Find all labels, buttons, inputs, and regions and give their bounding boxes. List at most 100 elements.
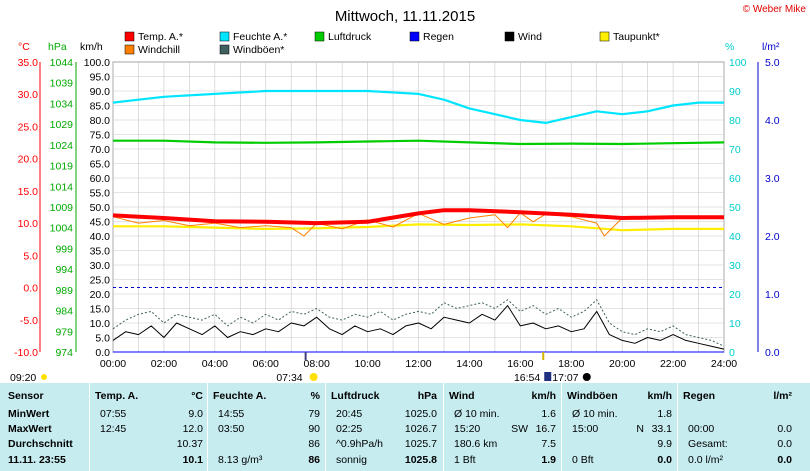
table-cell-value: 0.0 [777, 438, 792, 450]
table-cell-value: 86 [308, 454, 320, 466]
humidity-tick-label: 50 [729, 202, 741, 214]
wind-tick-label: 50.0 [90, 202, 111, 214]
temp-tick-label: 15.0 [18, 186, 39, 198]
time-tick-label: 24:00 [711, 358, 737, 370]
table-col-header: Wind [449, 390, 475, 402]
table-cell-value: 9.9 [657, 438, 672, 450]
table-col-unit: l/m² [773, 390, 792, 402]
table-col-unit: km/h [531, 390, 556, 402]
humidity-tick-label: 30 [729, 260, 741, 272]
dewpoint-line [113, 223, 724, 232]
time-tick-label: 18:00 [558, 358, 584, 370]
table-header-sensor: Sensor [8, 390, 44, 402]
updated-time: 09:20 [10, 372, 36, 383]
table-cell-value: 0.0 [657, 454, 672, 466]
table-cell-time: Ø 10 min. [454, 408, 500, 420]
wind-tick-label: 30.0 [90, 260, 111, 272]
table-row-label: 11.11. 23:55 [8, 454, 66, 466]
pressure-tick-label: 999 [55, 243, 73, 255]
table-cell-time: 12:45 [100, 423, 127, 435]
sunset-time: 16:54 [514, 372, 540, 383]
humidity-tick-label: 80 [729, 115, 741, 127]
temp-tick-label: 35.0 [18, 57, 39, 69]
wind-tick-label: 5.0 [95, 333, 110, 345]
temp-axis-unit: °C [18, 41, 30, 53]
pressure-line [113, 139, 725, 146]
weather-chart: Mittwoch, 11.11.2015 © Weber Mike Temp. A.… [10, 4, 806, 383]
table-divider [207, 383, 208, 471]
temp-tick-label: -5.0 [20, 315, 38, 327]
wind-tick-label: 90.0 [90, 86, 111, 98]
table-cell-time: 8.13 g/m³ [218, 454, 263, 466]
pressure-tick-label: 979 [55, 326, 73, 338]
table-cell-value: 1025.7 [404, 438, 437, 450]
time-tick-label: 04:00 [202, 358, 228, 370]
table-divider [443, 383, 444, 471]
table-cell-value: 9.0 [188, 408, 203, 420]
table-cell-value: 16.7 [535, 423, 556, 435]
wind-tick-label: 10.0 [90, 318, 111, 330]
wind-tick-label: 85.0 [90, 101, 111, 113]
table-cell-time: Ø 10 min. [572, 408, 618, 420]
table-row-label: MinWert [8, 408, 50, 420]
table-cell-value: 1025.0 [404, 408, 437, 420]
table-col-header: Feuchte A. [213, 390, 267, 402]
time-tick-label: 14:00 [456, 358, 482, 370]
table-col-header: Temp. A. [95, 390, 139, 402]
legend-label: Temp. A.* [138, 31, 183, 43]
wind-tick-label: 35.0 [90, 246, 111, 258]
table-cell-time: 20:45 [336, 408, 363, 420]
pressure-tick-label: 1024 [50, 140, 74, 152]
legend-swatch [124, 31, 135, 42]
table-cell-time: 0 Bft [572, 454, 594, 466]
table-cell-time: sonnig [336, 454, 367, 466]
time-tick-label: 10:00 [354, 358, 380, 370]
temp-tick-label: 20.0 [18, 154, 39, 166]
table-col-header: Windböen [567, 390, 618, 402]
pressure-axis-unit: hPa [48, 41, 67, 53]
wind-axis-unit: km/h [80, 41, 103, 53]
temp-tick-label: 10.0 [18, 218, 39, 230]
table-col-header: Regen [683, 390, 716, 402]
wind-tick-label: 75.0 [90, 130, 111, 142]
table-cell-value: 1.6 [541, 408, 556, 420]
table-cell-time: 00:00 [688, 423, 715, 435]
pressure-tick-label: 1034 [50, 98, 74, 110]
wind-tick-label: 0.0 [95, 347, 110, 359]
legend-label: Taupunkt* [613, 31, 660, 43]
pressure-tick-label: 1039 [50, 78, 74, 90]
table-cell-value: 1.9 [541, 454, 556, 466]
table-cell-value: 10.37 [176, 438, 203, 450]
moonrise-icon [544, 372, 552, 381]
humidity-tick-label: 10 [729, 318, 741, 330]
humidity-tick-label: 20 [729, 289, 741, 301]
table-cell-value: 0.0 [777, 423, 792, 435]
temp-tick-label: 25.0 [18, 121, 39, 133]
temp-tick-label: 30.0 [18, 89, 39, 101]
legend-swatch [409, 31, 420, 42]
time-tick-label: 12:00 [405, 358, 431, 370]
legend-swatch [219, 31, 230, 42]
wind-tick-label: 45.0 [90, 217, 111, 229]
table-row-label: Durchschnitt [8, 438, 73, 450]
temp-tick-label: 5.0 [23, 250, 38, 262]
table-cell-time: 03:50 [218, 423, 245, 435]
table-cell-value: 1025.8 [404, 454, 437, 466]
table-col-unit: hPa [417, 390, 437, 402]
table-cell-direction: SW [511, 423, 528, 435]
table-cell-value: 7.5 [541, 438, 556, 450]
sun-icon [309, 373, 318, 381]
moonrise-time: 17:07 [552, 372, 578, 383]
rain-tick-label: 1.0 [765, 289, 780, 301]
table-cell-time: 07:55 [100, 408, 127, 420]
humidity-axis-unit: % [725, 41, 734, 53]
time-tick-label: 16:00 [507, 358, 533, 370]
table-cell-value: 33.1 [651, 423, 672, 435]
table-divider [561, 383, 562, 471]
table-cell-time: Gesamt: [688, 438, 728, 450]
table-row-label: MaxWert [8, 423, 52, 435]
time-tick-label: 02:00 [151, 358, 177, 370]
temp-tick-label: -10.0 [14, 347, 38, 359]
gust-line [112, 299, 725, 347]
legend-swatch [504, 31, 515, 42]
